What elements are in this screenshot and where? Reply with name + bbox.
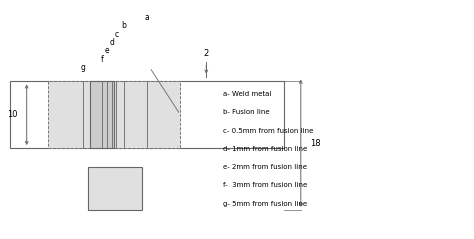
Text: c- 0.5mm from fusion line: c- 0.5mm from fusion line <box>223 128 313 134</box>
Text: a- Weld metal: a- Weld metal <box>223 91 271 97</box>
Text: g: g <box>81 63 86 72</box>
Text: e: e <box>105 46 109 55</box>
Text: e- 2mm from fusion line: e- 2mm from fusion line <box>223 164 307 170</box>
Bar <box>48 81 180 148</box>
Text: c: c <box>114 30 118 39</box>
Text: f: f <box>101 55 104 64</box>
Bar <box>91 81 114 148</box>
Text: 2: 2 <box>204 49 209 58</box>
Text: g- 5mm from fusion line: g- 5mm from fusion line <box>223 201 307 207</box>
Bar <box>10 81 284 148</box>
Text: d- 1mm from fusion line: d- 1mm from fusion line <box>223 146 307 152</box>
Text: f-  3mm from fusion line: f- 3mm from fusion line <box>223 182 307 189</box>
Text: b- Fusion line: b- Fusion line <box>223 109 269 115</box>
Text: 10: 10 <box>7 110 17 119</box>
Bar <box>88 167 143 210</box>
Text: d: d <box>109 38 114 47</box>
Text: 18: 18 <box>310 139 321 148</box>
Text: a: a <box>145 13 150 22</box>
Text: b: b <box>121 22 126 30</box>
